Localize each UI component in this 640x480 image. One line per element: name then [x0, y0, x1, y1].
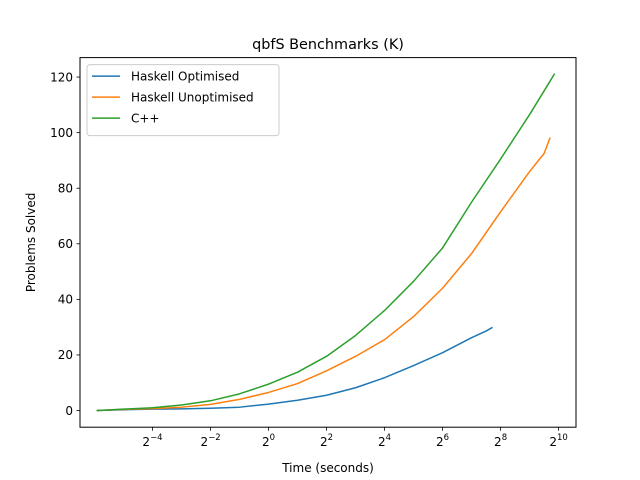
legend-label-2: C++: [131, 111, 160, 125]
series-line-1: [96, 137, 551, 412]
legend-box: [86, 64, 280, 137]
y-axis: 0 20 40 60 80 100 120: [50, 70, 80, 418]
plot-frame: [79, 57, 577, 428]
legend: Haskell Optimised Haskell Unoptimised C++: [86, 64, 280, 137]
x-tick-label-2: 20: [262, 433, 275, 449]
legend-label-0: Haskell Optimised: [131, 69, 239, 83]
series-line-2: [96, 73, 556, 412]
x-tick-label-5: 26: [436, 433, 449, 449]
y-tick-label-4: 80: [58, 182, 73, 196]
series-line-0: [96, 326, 493, 412]
x-tick-label-4: 24: [378, 433, 391, 449]
y-tick-label-0: 0: [65, 404, 73, 418]
y-tick-label-2: 40: [58, 293, 73, 307]
x-tick-label-0: 2−4: [142, 433, 162, 449]
chart-title: qbfS Benchmarks (K): [252, 37, 404, 53]
x-axis-title: Time (seconds): [281, 461, 374, 475]
y-tick-label-3: 60: [58, 237, 73, 251]
y-tick-label-1: 20: [58, 348, 73, 362]
x-axis: 2−4 2−2 20 22 24 26 28 210: [142, 427, 568, 449]
x-tick-label-6: 28: [494, 433, 507, 449]
x-tick-label-3: 22: [320, 433, 333, 449]
plot-lines: [96, 73, 556, 412]
legend-label-1: Haskell Unoptimised: [131, 90, 254, 104]
y-tick-label-5: 100: [50, 126, 73, 140]
x-tick-label-7: 210: [549, 433, 567, 449]
y-axis-title: Problems Solved: [24, 193, 38, 293]
y-tick-label-6: 120: [50, 70, 73, 84]
x-tick-label-1: 2−2: [200, 433, 220, 449]
